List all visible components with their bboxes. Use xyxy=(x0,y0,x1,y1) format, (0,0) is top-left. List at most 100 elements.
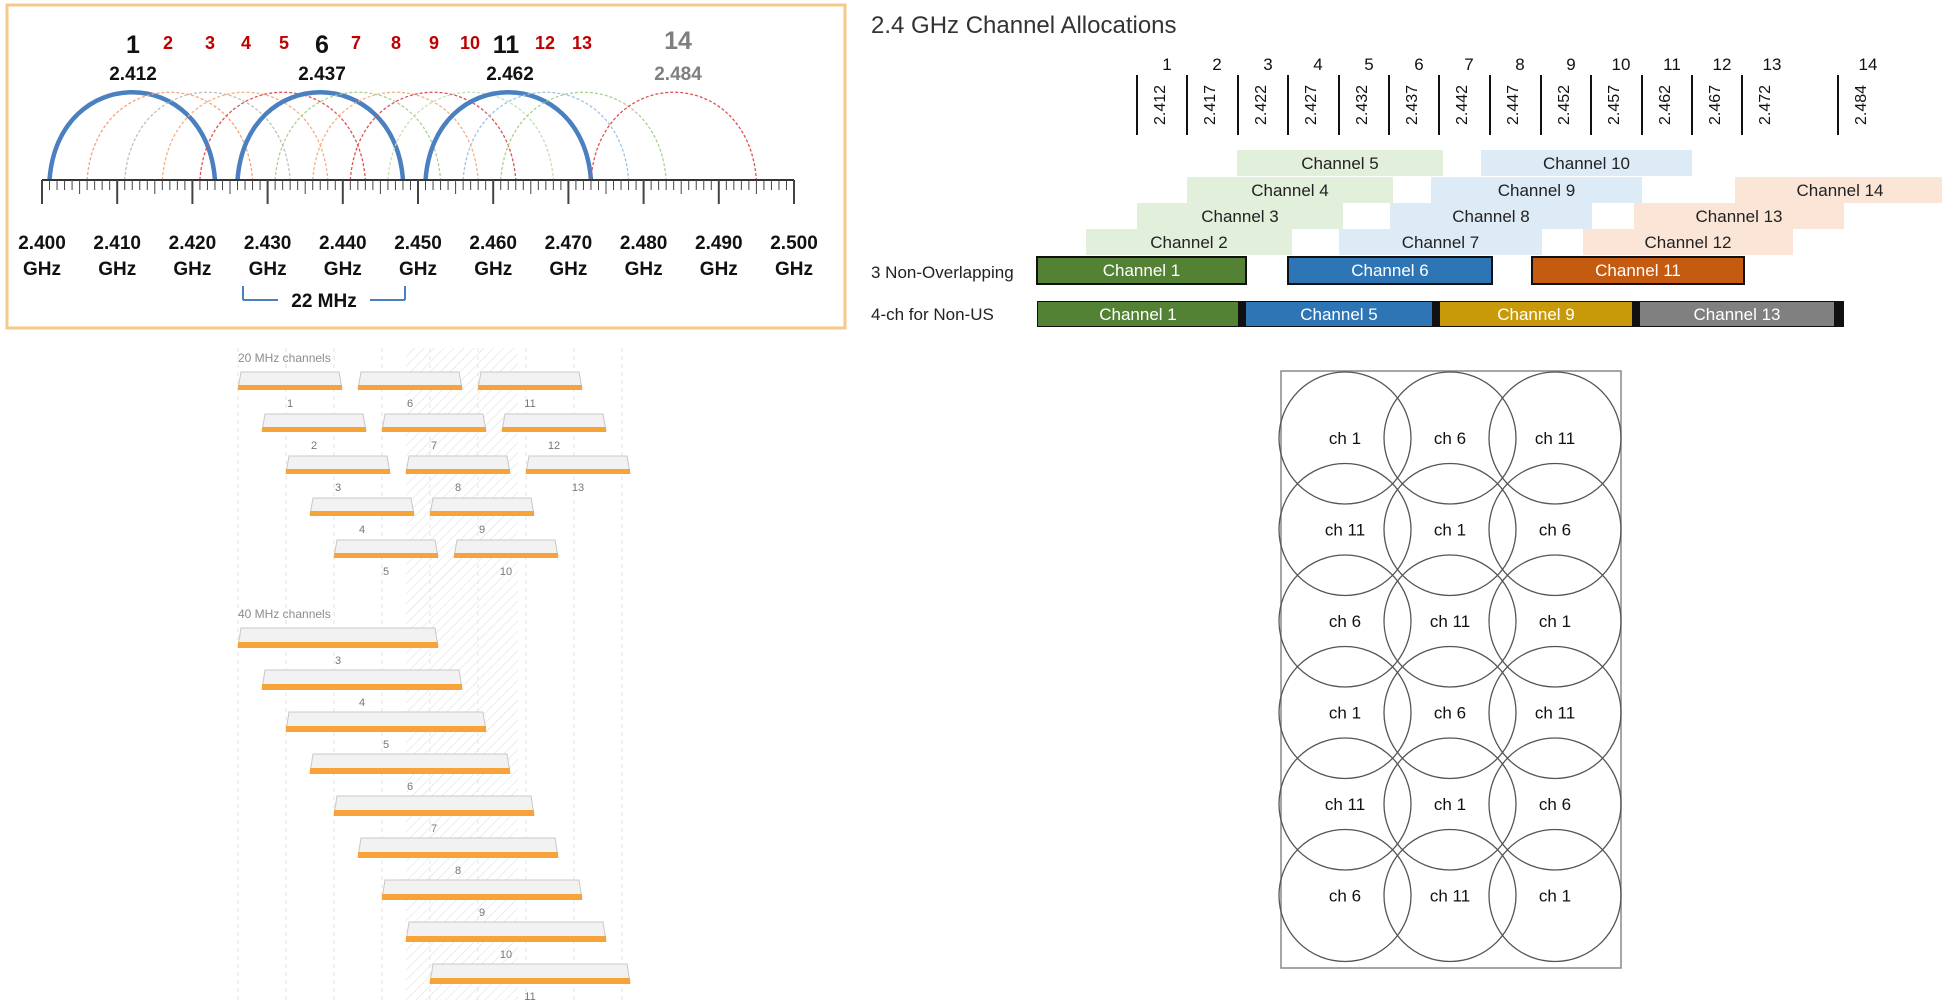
arc-channel-number: 5 xyxy=(279,33,289,53)
bar-20mhz xyxy=(358,385,462,390)
channel-arc xyxy=(161,91,329,181)
cell-circle xyxy=(1488,828,1622,963)
cell-label: ch 11 xyxy=(1325,795,1365,814)
alloc-channel-freq: 2.422 xyxy=(1253,85,1270,125)
bar-20mhz xyxy=(310,511,414,516)
bar-20mhz-label: 12 xyxy=(548,440,560,452)
axis-tick-unit: GHz xyxy=(249,259,287,280)
bars-panel: 20 MHz channels 40 MHz channels 1 6 11 2 7 12… xyxy=(237,348,631,1003)
non-overlap-box xyxy=(1036,256,1247,285)
arc-channel-number: 2 xyxy=(163,33,173,53)
alloc-channel-freq: 2.427 xyxy=(1303,85,1320,125)
cells-circles: ch 1 ch 6 ch 11 ch 11 ch 1 ch 6 ch 6 ch 11 ch 1 c… xyxy=(1278,371,1622,963)
bar-40mhz-label: 11 xyxy=(524,991,535,1003)
cell-label: ch 1 xyxy=(1329,429,1361,448)
staggered-channel-label: Channel 5 xyxy=(1301,154,1379,173)
cell-label: ch 1 xyxy=(1434,521,1466,540)
bandwidth-label: 22 MHz xyxy=(291,291,356,312)
cell-circle xyxy=(1488,737,1622,871)
non-overlapping-row: Channel 1 Channel 6 Channel 11 xyxy=(1036,256,1745,285)
alloc-channel-freq: 2.442 xyxy=(1454,85,1471,125)
axis-tick-unit: GHz xyxy=(700,259,738,280)
cell-circle xyxy=(1383,737,1517,871)
arc-channel-number: 12 xyxy=(535,33,555,53)
bars-40mhz: 3 4 5 6 7 8 9 10 11 xyxy=(237,627,631,1003)
cell-circle xyxy=(1278,828,1412,963)
bar-20mhz-label: 3 xyxy=(335,482,341,494)
bar-20mhz xyxy=(478,385,582,390)
non-us-box xyxy=(1038,302,1238,326)
alloc-channel-freq: 2.472 xyxy=(1757,85,1774,125)
channel-arc xyxy=(199,91,367,181)
staggered-channel-label: Channel 2 xyxy=(1150,233,1228,252)
axis-tick-label: 2.470 xyxy=(545,233,593,254)
axis-tick-label: 2.400 xyxy=(18,233,66,254)
alloc-channel-number: 1 xyxy=(1162,55,1171,74)
bar-20mhz-label: 9 xyxy=(479,524,485,536)
axis-tick-label: 2.410 xyxy=(93,233,141,254)
alloc-channel-freq: 2.462 xyxy=(1657,85,1674,125)
cell-label: ch 6 xyxy=(1434,704,1466,723)
alloc-channel-freq: 2.484 xyxy=(1853,85,1870,125)
arc-center-freqs: 2.412 2.437 2.462 2.484 xyxy=(109,64,702,85)
alloc-channel-number: 2 xyxy=(1212,55,1221,74)
staggered-channel-label: Channel 3 xyxy=(1201,207,1279,226)
arc-channel-number: 13 xyxy=(572,33,592,53)
bar-40mhz-label: 3 xyxy=(335,655,341,667)
channel-arc xyxy=(86,91,254,181)
bar-40mhz-label: 10 xyxy=(500,949,512,961)
staggered-channel-label: Channel 12 xyxy=(1645,233,1732,252)
center-freq-11: 2.462 xyxy=(486,64,534,85)
bar-40mhz-label: 7 xyxy=(431,823,437,835)
cell-circle xyxy=(1488,462,1622,597)
bar-40mhz xyxy=(310,768,510,774)
staggered-channel-label: Channel 4 xyxy=(1251,181,1329,200)
axis-tick-label: 2.490 xyxy=(695,233,743,254)
cell-label: ch 11 xyxy=(1430,887,1470,906)
row2-label: 4-ch for Non-US xyxy=(871,305,994,324)
cell-circle xyxy=(1278,737,1412,871)
arc-panel: 1 2 3 4 5 6 7 8 9 10 11 12 13 14 2.412 2.437 2.462 2.… xyxy=(5,3,847,330)
staggered-channel-box xyxy=(1481,150,1692,176)
alloc-channel-freq: 2.432 xyxy=(1354,85,1371,125)
bar-20mhz-label: 13 xyxy=(572,482,584,494)
staggered-channel-box xyxy=(1390,203,1592,229)
staggered-channel-box xyxy=(1237,150,1443,176)
channel-arc xyxy=(349,91,517,181)
bar-40mhz xyxy=(262,684,462,690)
alloc-channel-number: 4 xyxy=(1313,55,1322,74)
cell-label: ch 11 xyxy=(1535,429,1575,448)
bar-20mhz xyxy=(526,469,630,474)
non-overlap-box xyxy=(1287,256,1493,285)
staggered-channel-label: Channel 7 xyxy=(1402,233,1480,252)
non-us-box xyxy=(1640,302,1834,326)
channel-arc xyxy=(274,91,442,181)
bar-20mhz-label: 6 xyxy=(407,398,413,410)
axis-tick-label: 2.500 xyxy=(770,233,818,254)
staggered-channel-label: Channel 14 xyxy=(1797,181,1884,200)
channel-arc xyxy=(387,91,555,181)
cell-circle xyxy=(1383,371,1517,505)
axis-tick-unit: GHz xyxy=(98,259,136,280)
alloc-channel-number: 14 xyxy=(1859,55,1878,74)
cell-label: ch 6 xyxy=(1434,429,1466,448)
arc-channel-number: 4 xyxy=(241,33,251,53)
axis-tick-label: 2.440 xyxy=(319,233,367,254)
alloc-channel-number: 12 xyxy=(1713,55,1732,74)
cell-circle xyxy=(1278,554,1412,688)
bar-40mhz xyxy=(238,642,438,648)
non-us-box xyxy=(1246,302,1432,326)
channel-arc xyxy=(500,91,667,181)
channel-arc xyxy=(423,90,594,181)
cell-label: ch 1 xyxy=(1539,887,1571,906)
row1-label: 3 Non-Overlapping xyxy=(871,263,1014,282)
axis-tick-unit: GHz xyxy=(399,259,437,280)
bar-40mhz xyxy=(406,936,606,942)
axis-tick-unit: GHz xyxy=(173,259,211,280)
channel-arc xyxy=(47,90,218,181)
axis-tick-unit: GHz xyxy=(625,259,663,280)
bar-20mhz xyxy=(238,385,342,390)
cell-label: ch 1 xyxy=(1434,795,1466,814)
arc-curves xyxy=(47,90,758,181)
bar-20mhz xyxy=(262,427,366,432)
